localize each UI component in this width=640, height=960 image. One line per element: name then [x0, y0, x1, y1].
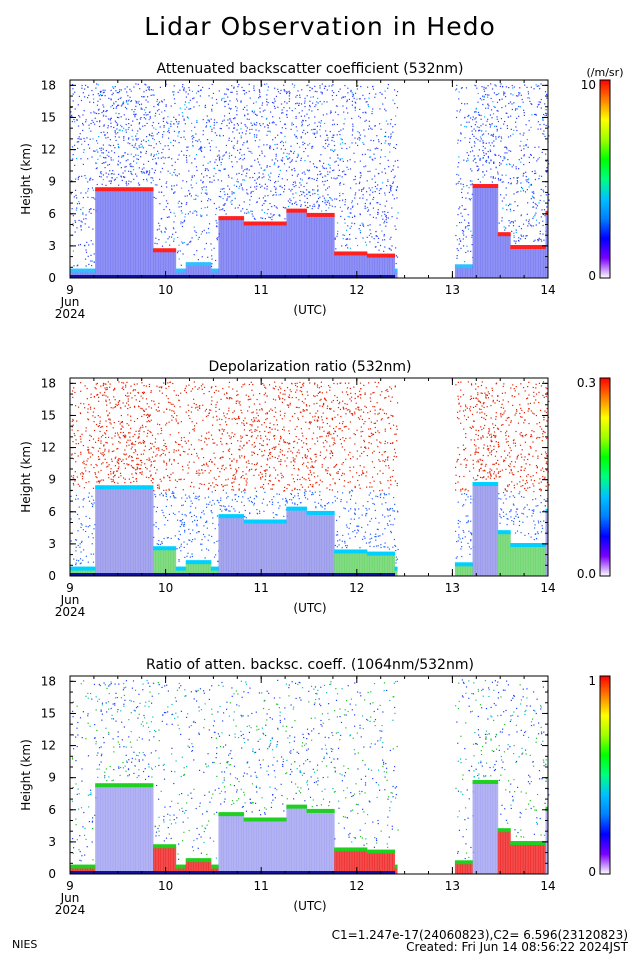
colorbar	[599, 377, 611, 577]
y-tick-label: 15	[41, 408, 56, 422]
x-axis-label: (UTC)	[293, 601, 326, 615]
x-tick-label: 11	[254, 581, 269, 595]
colorbar-max-label: 1	[588, 674, 596, 688]
colorbar-max-label: 0.3	[577, 376, 596, 390]
x-date-year: 2024	[55, 903, 86, 917]
y-tick-label: 15	[41, 706, 56, 720]
y-tick-label: 18	[41, 78, 56, 92]
y-tick-label: 0	[48, 569, 56, 583]
x-tick-label: 14	[540, 581, 555, 595]
x-tick-label: 11	[254, 879, 269, 893]
x-axis-label: (UTC)	[293, 303, 326, 317]
y-tick-label: 12	[41, 143, 56, 157]
x-tick-label: 13	[445, 879, 460, 893]
x-tick-label: 11	[254, 283, 269, 297]
colorbar-min-label: 0.0	[577, 567, 596, 581]
footer-created-timestamp: Created: Fri Jun 14 08:56:22 2024JST	[406, 940, 628, 954]
x-tick-label: 9	[66, 879, 74, 893]
panel-title: Depolarization ratio (532nm)	[208, 359, 411, 375]
y-tick-label: 6	[48, 505, 56, 519]
y-axis-label: Height (km)	[19, 739, 33, 810]
heatmap-cells	[70, 679, 550, 874]
x-tick-label: 12	[349, 879, 364, 893]
x-tick-label: 10	[158, 283, 173, 297]
y-tick-label: 0	[48, 867, 56, 881]
x-tick-label: 9	[66, 581, 74, 595]
colorbar-unit: (/m/sr)	[587, 66, 624, 79]
x-tick-label: 12	[349, 283, 364, 297]
y-axis-label: Height (km)	[19, 441, 33, 512]
y-tick-label: 9	[48, 175, 56, 189]
x-axis-label: (UTC)	[293, 899, 326, 913]
y-tick-label: 18	[41, 376, 56, 390]
y-tick-label: 15	[41, 110, 56, 124]
x-tick-label: 9	[66, 283, 74, 297]
panel-title: Attenuated backscatter coefficient (532n…	[157, 61, 464, 77]
panel-title: Ratio of atten. backsc. coeff. (1064nm/5…	[146, 657, 474, 673]
colorbar-max-label: 10	[581, 78, 596, 92]
y-tick-label: 6	[48, 207, 56, 221]
x-tick-label: 12	[349, 581, 364, 595]
colorbar	[599, 79, 611, 279]
y-tick-label: 0	[48, 271, 56, 285]
color-ratio-panel: Ratio of atten. backsc. coeff. (1064nm/5…	[19, 657, 611, 917]
footer-organization: NIES	[12, 938, 38, 951]
x-date-month: Jun	[60, 593, 80, 607]
y-tick-label: 9	[48, 771, 56, 785]
y-tick-label: 3	[48, 835, 56, 849]
x-tick-label: 14	[540, 283, 555, 297]
x-tick-label: 13	[445, 581, 460, 595]
x-date-year: 2024	[55, 307, 86, 321]
x-tick-label: 13	[445, 283, 460, 297]
y-axis-label: Height (km)	[19, 143, 33, 214]
y-tick-label: 3	[48, 537, 56, 551]
y-tick-label: 12	[41, 739, 56, 753]
footer-calibration-constants: C1=1.247e-17(24060823),C2= 6.596(2312082…	[331, 928, 628, 942]
heatmap-cells	[70, 381, 550, 576]
x-tick-label: 10	[158, 879, 173, 893]
backscatter-panel: Attenuated backscatter coefficient (532n…	[19, 61, 624, 321]
colorbar-min-label: 0	[588, 269, 596, 283]
x-tick-label: 10	[158, 581, 173, 595]
colorbar-min-label: 0	[588, 865, 596, 879]
y-tick-label: 18	[41, 674, 56, 688]
y-tick-label: 12	[41, 441, 56, 455]
x-date-year: 2024	[55, 605, 86, 619]
colorbar	[599, 675, 611, 875]
heatmap-cells	[70, 83, 550, 278]
x-date-month: Jun	[60, 891, 80, 905]
page-title: Lidar Observation in Hedo	[144, 12, 496, 41]
x-date-month: Jun	[60, 295, 80, 309]
y-tick-label: 9	[48, 473, 56, 487]
y-tick-label: 6	[48, 803, 56, 817]
y-tick-label: 3	[48, 239, 56, 253]
x-tick-label: 14	[540, 879, 555, 893]
depolarization-panel: Depolarization ratio (532nm) 0 3 6 9 12 15 18 He…	[19, 359, 611, 619]
